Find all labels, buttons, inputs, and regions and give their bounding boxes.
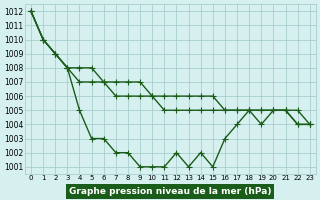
X-axis label: Graphe pression niveau de la mer (hPa): Graphe pression niveau de la mer (hPa) [69, 187, 272, 196]
